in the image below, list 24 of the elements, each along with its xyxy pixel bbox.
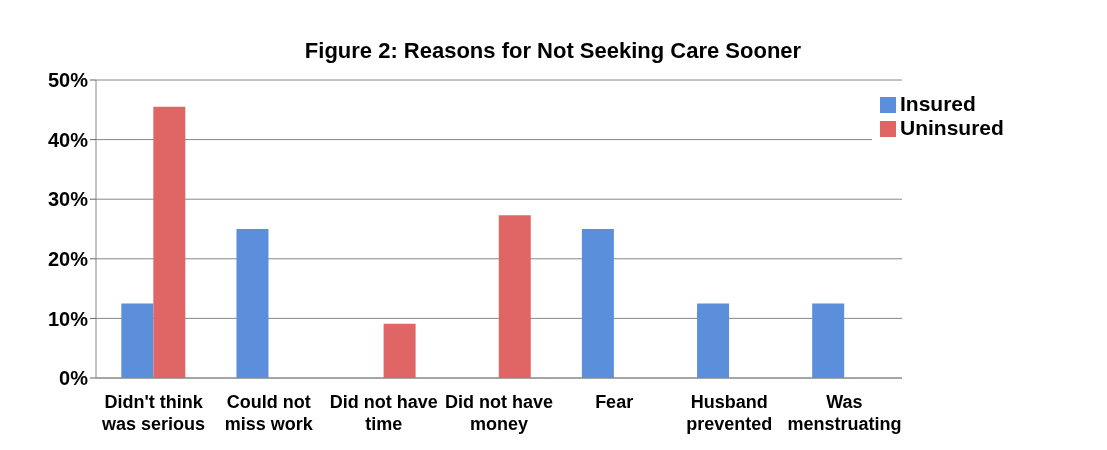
bar (236, 229, 269, 378)
x-tick-label: Was menstruating (787, 392, 902, 434)
legend-label: Uninsured (900, 116, 1004, 139)
y-tick-label: 50% (47, 69, 89, 92)
x-tick-label: Fear (595, 392, 634, 412)
x-tick-label: Did not have time (329, 392, 438, 434)
y-tick-label: 10% (47, 307, 89, 330)
legend-label: Insured (900, 92, 976, 115)
y-tick-label: 0% (59, 367, 89, 390)
bar (383, 323, 416, 378)
x-tick-label: Didn't think was serious (101, 392, 206, 434)
y-tick-label: 30% (47, 188, 89, 211)
y-tick-label: 20% (47, 247, 89, 270)
bar (697, 303, 730, 378)
x-tick-label: Could not miss work (224, 392, 314, 434)
bar (581, 229, 614, 378)
x-tick-label: Husband prevented (686, 392, 773, 434)
x-tick-label: Did not have money (444, 392, 554, 434)
bar (153, 106, 186, 378)
y-tick-label: 40% (47, 128, 89, 151)
chart-title: Figure 2: Reasons for Not Seeking Care Sooner (303, 37, 803, 65)
bar (121, 303, 154, 378)
bar (498, 215, 531, 378)
bar (812, 303, 845, 378)
